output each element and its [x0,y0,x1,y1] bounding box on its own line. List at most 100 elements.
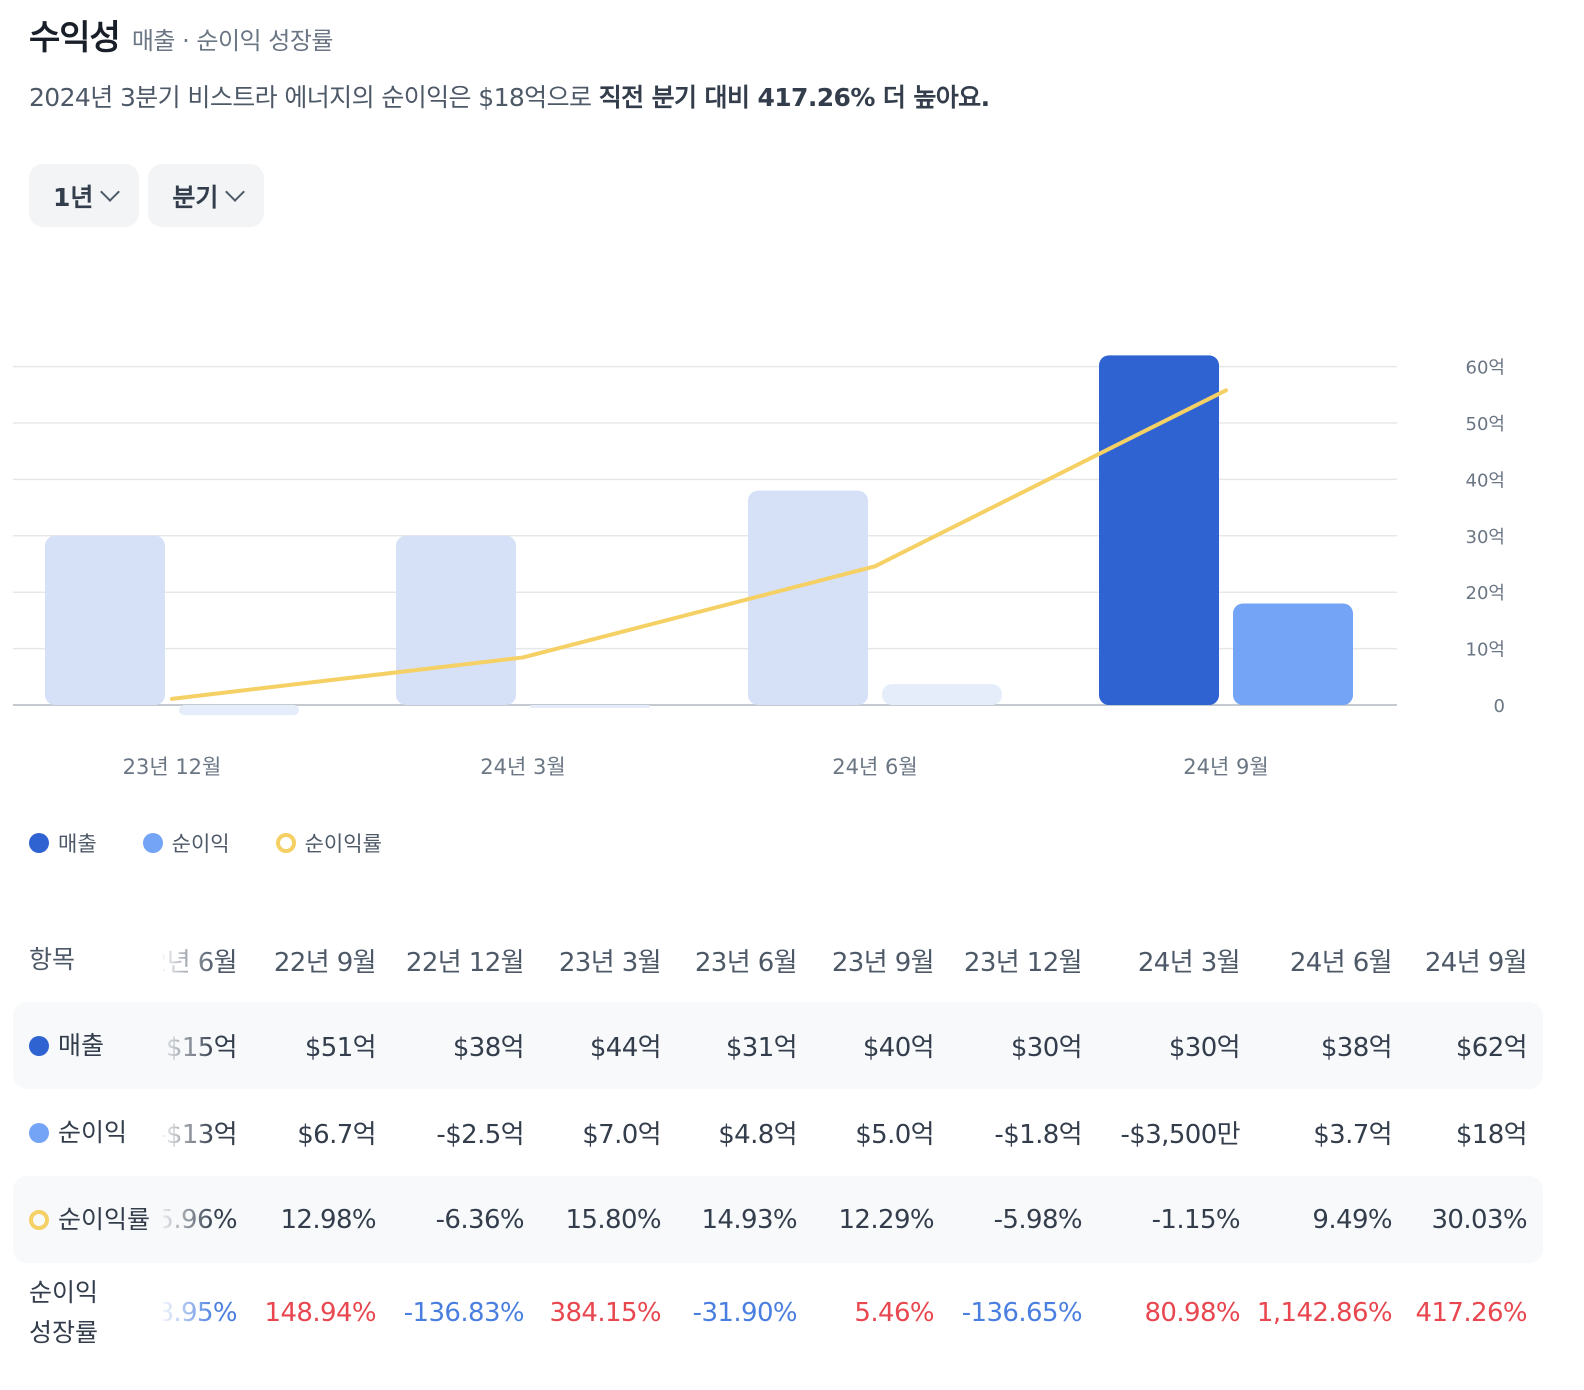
table-cell: 15.80% [565,1204,661,1235]
table-cell: $3.7억 [1313,1120,1392,1150]
net-income-bar [882,684,1002,705]
x-tick-label: 24년 9월 [1183,755,1268,779]
net-income-bar [179,705,299,716]
row-cells: -85.96% 12.98% -6.36% 15.80% 14.93% 12.29% -5.… [163,1176,1543,1263]
legend-revenue[interactable]: 매출 [29,828,97,858]
table-cell: 23년 9월 [831,947,935,978]
net-income-bar [1233,603,1353,705]
table-cell: $44억 [589,1033,662,1063]
legend-margin-label: 순이익률 [304,832,382,856]
table-cell: 80.98% [1144,1298,1240,1328]
profitability-chart: 0 10억 20억 30억 40억 50억 60억 23년 12월 24년 3월 24년 6월 24… [13,355,1505,779]
margin-ring-icon [275,833,296,853]
legend-net-income-label: 순이익 [171,832,230,856]
table-cell: -6.36% [435,1204,525,1235]
table-cell: 23년 6월 [694,947,798,978]
table-cell: $5.0억 [855,1120,934,1150]
table-cell: $38억 [1320,1033,1393,1063]
x-tick-label: 23년 12월 [123,755,222,779]
y-tick-label: 40억 [1466,470,1505,491]
revenue-bar [1099,355,1219,705]
row-label-text: 순이익 성장률 [29,1278,99,1347]
table-cell: -85.96% [163,1204,238,1235]
chart-legend: 매출 순이익 순이익률 [29,828,382,858]
revenue-bar [396,535,516,705]
section-header: 수익성 매출 · 순이익 성장률 [29,10,334,59]
section-subtitle: 매출 · 순이익 성장률 [131,27,334,55]
table-cell: 24년 3월 [1137,947,1241,978]
table-cell: 23년 3월 [558,947,662,978]
table-cell: 22년 6월 [163,947,238,978]
net-income-bar [530,705,650,708]
revenue-dot-icon [29,1035,49,1056]
revenue-bar [748,490,868,705]
table-cell: 22년 12월 [405,947,525,978]
legend-net-income[interactable]: 순이익 [142,828,230,858]
chevron-down-icon [225,181,246,202]
y-tick-label: 50억 [1466,414,1505,435]
row-label: 순이익률 [13,1200,163,1240]
period-dropdown[interactable]: 1년 [29,164,140,227]
revenue-bar [45,535,165,705]
table-cell: $31억 [725,1033,798,1063]
y-tick-label: 30억 [1466,527,1505,548]
row-label: 순이익 성장률 [13,1273,163,1353]
y-tick-label: 60억 [1466,358,1505,379]
table-cell: 9.49% [1312,1204,1392,1235]
table-cell: $7.0억 [582,1120,661,1150]
table-cell: -1.15% [1151,1204,1241,1235]
row-cells: -438.95% 148.94% -136.83% 384.15% -31.90% 5.4… [163,1263,1543,1363]
table-cell: -$2.5억 [436,1120,524,1150]
summary-text: 2024년 3분기 비스트라 에너지의 순이익은 $18억으로 직전 분기 대비… [29,78,990,114]
table-cell: 148.94% [264,1298,377,1328]
table-cell: $18억 [1455,1120,1528,1150]
y-tick-label: 20억 [1466,583,1505,604]
table-header-label: 항목 [29,945,76,974]
table-cell: $40억 [862,1033,935,1063]
table-cell: -$13억 [163,1120,238,1150]
table-cell: -136.65% [961,1298,1083,1328]
table-cell: 24년 9월 [1424,947,1528,978]
table-row: 매출 $15억 $51억 $38억 $44억 $31억 $40억 $30억 $30억 $38억 $6… [13,1002,1543,1089]
row-cells: 22년 6월 22년 9월 22년 12월 23년 3월 23년 6월 23년 9월 23년… [163,918,1543,1002]
row-label: 순이익 [13,1113,163,1153]
table-cell: $4.8억 [718,1120,797,1150]
table-cell: 12.29% [838,1204,934,1235]
legend-margin[interactable]: 순이익률 [275,828,382,858]
table-cell: -31.90% [692,1298,798,1328]
table-cell: -438.95% [163,1298,238,1328]
table-cell: 384.15% [549,1298,662,1328]
row-label-text: 순이익률 [58,1204,151,1234]
row-label: 매출 [13,1026,163,1066]
table-cell: -5.98% [993,1204,1083,1235]
x-tick-label: 24년 3월 [480,755,565,779]
table-cell: 30.03% [1431,1204,1527,1235]
row-cells: $15억 $51억 $38억 $44억 $31억 $40억 $30억 $30억 $38억 $62억 [163,1002,1543,1089]
summary-highlight: 직전 분기 대비 417.26% 더 높아요. [598,83,990,112]
x-tick-label: 24년 6월 [832,755,917,779]
table-cell: 417.26% [1415,1298,1528,1328]
y-tick-label: 10억 [1466,640,1505,661]
section-title: 수익성 [29,18,121,58]
table-cell: $6.7억 [297,1120,376,1150]
interval-dropdown[interactable]: 분기 [148,164,265,227]
row-label-text: 매출 [58,1030,105,1060]
table-cell: $30억 [1168,1033,1241,1063]
table-cell: $30억 [1010,1033,1083,1063]
row-cells: -$13억 $6.7억 -$2.5억 $7.0억 $4.8억 $5.0억 -$1.8억 -$3… [163,1089,1543,1176]
margin-line [170,388,1228,701]
table-cell: -$1.8억 [994,1120,1082,1150]
table-row: 순이익 -$13억 $6.7억 -$2.5억 $7.0억 $4.8억 $5.0억 -$1.8억… [13,1089,1543,1176]
period-dropdown-label: 1년 [53,182,94,212]
table-cell: 5.46% [854,1298,934,1328]
table-cell: 23년 12월 [963,947,1083,978]
row-label-text: 순이익 [58,1117,128,1147]
net-income-dot-icon [29,1122,49,1143]
table-cell: 1,142.86% [1256,1298,1393,1328]
margin-ring-icon [29,1209,49,1230]
table-cell: $15억 [165,1033,238,1063]
table-cell: 24년 6월 [1289,947,1393,978]
table-cell: -136.83% [403,1298,525,1328]
